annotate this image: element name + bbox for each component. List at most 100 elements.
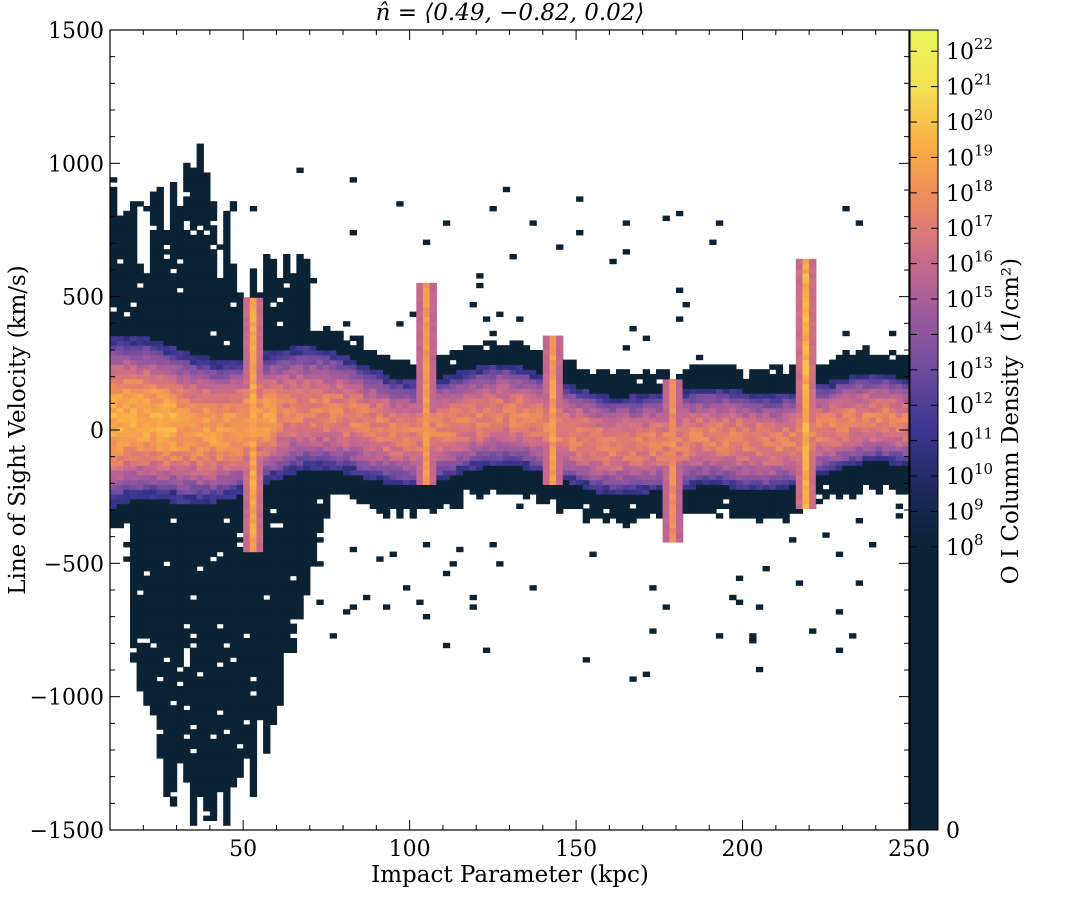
heatmap-cell bbox=[436, 484, 444, 490]
heatmap-cell bbox=[369, 494, 377, 500]
heatmap-cell bbox=[209, 441, 218, 447]
heatmap-cell bbox=[462, 431, 471, 437]
heatmap-cell bbox=[429, 503, 437, 509]
heatmap-cell bbox=[516, 417, 524, 423]
heatmap-cell bbox=[336, 359, 344, 365]
heatmap-cell bbox=[482, 422, 491, 428]
heatmap-cell bbox=[176, 710, 184, 716]
heatmap-cell bbox=[449, 446, 457, 452]
heatmap-cell bbox=[163, 594, 171, 601]
heatmap-cell bbox=[496, 345, 504, 351]
heatmap-cell bbox=[403, 383, 411, 389]
heatmap-cell bbox=[336, 431, 344, 437]
heatmap-cell bbox=[169, 378, 178, 385]
heatmap-cell bbox=[176, 431, 184, 437]
heatmap-cell bbox=[502, 359, 511, 365]
heatmap-cell bbox=[256, 374, 264, 380]
heatmap-cell bbox=[616, 417, 624, 423]
heatmap-cell bbox=[276, 666, 284, 673]
heatmap-cell bbox=[216, 638, 224, 644]
heatmap-cell bbox=[303, 585, 311, 591]
heatmap-cell bbox=[283, 604, 291, 610]
heatmap-cell bbox=[582, 489, 590, 495]
heatmap-cell bbox=[649, 383, 657, 389]
heatmap-cell bbox=[263, 633, 271, 639]
heatmap-cell bbox=[236, 306, 244, 313]
heatmap-cell bbox=[110, 369, 118, 375]
heatmap-cell bbox=[229, 734, 238, 740]
heatmap-cell bbox=[209, 518, 218, 524]
heatmap-cell bbox=[249, 316, 258, 322]
heatmap-cell bbox=[289, 316, 298, 322]
heatmap-cell bbox=[196, 244, 204, 250]
heatmap-cell bbox=[536, 446, 544, 452]
heatmap-cell bbox=[323, 345, 331, 351]
heatmap-cell bbox=[183, 263, 191, 269]
heatmap-cell bbox=[276, 393, 284, 399]
heatmap-cell bbox=[303, 268, 311, 274]
heatmap-cell bbox=[669, 412, 677, 418]
heatmap-cell bbox=[276, 436, 284, 442]
heatmap-cell bbox=[289, 489, 298, 495]
heatmap-cell bbox=[223, 508, 231, 514]
heatmap-cell bbox=[163, 292, 171, 298]
heatmap-cell bbox=[203, 542, 211, 548]
heatmap-cell bbox=[449, 422, 457, 428]
heatmap-cell bbox=[383, 465, 391, 471]
heatmap-cell bbox=[669, 436, 677, 442]
heatmap-cell bbox=[536, 398, 544, 404]
heatmap-cell bbox=[296, 614, 304, 620]
heatmap-cell bbox=[556, 474, 564, 481]
heatmap-cell bbox=[556, 494, 564, 500]
heatmap-cell bbox=[409, 369, 417, 375]
heatmap-cell bbox=[209, 206, 218, 212]
heatmap-cell bbox=[276, 431, 284, 437]
heatmap-cell bbox=[616, 455, 624, 461]
heatmap-cell bbox=[549, 345, 557, 351]
heatmap-cell bbox=[369, 489, 377, 495]
heatmap-cell bbox=[269, 455, 278, 461]
heatmap-cell bbox=[522, 441, 531, 447]
heatmap-cell bbox=[609, 436, 617, 442]
heatmap-cell bbox=[263, 561, 271, 567]
heatmap-cell bbox=[569, 431, 577, 437]
heatmap-cell bbox=[369, 470, 377, 476]
heatmap-cell bbox=[482, 374, 491, 380]
heatmap-cell bbox=[163, 782, 171, 788]
heatmap-cell bbox=[110, 479, 118, 485]
heatmap-cell bbox=[143, 489, 151, 495]
heatmap-cell bbox=[189, 273, 198, 279]
heatmap-cell bbox=[336, 407, 344, 413]
heatmap-cell bbox=[203, 465, 211, 471]
heatmap-cell bbox=[110, 321, 118, 327]
heatmap-cell bbox=[669, 465, 677, 471]
heatmap-cell bbox=[542, 398, 551, 404]
heatmap-cell bbox=[323, 374, 331, 380]
heatmap-cell bbox=[509, 354, 517, 361]
heatmap-cell bbox=[356, 354, 364, 361]
heatmap-cell bbox=[582, 426, 590, 433]
heatmap-cell bbox=[183, 695, 191, 701]
heatmap-cell bbox=[596, 455, 604, 461]
heatmap-cell bbox=[176, 638, 184, 644]
heatmap-cell bbox=[283, 450, 291, 457]
heatmap-cell bbox=[229, 551, 238, 557]
heatmap-cell bbox=[369, 354, 377, 361]
heatmap-cell bbox=[196, 234, 204, 241]
heatmap-cell bbox=[403, 585, 411, 591]
heatmap-cell bbox=[442, 494, 451, 500]
heatmap-cell bbox=[136, 508, 144, 514]
heatmap-cell bbox=[549, 335, 557, 341]
heatmap-cell bbox=[289, 503, 298, 509]
heatmap-cell bbox=[522, 426, 531, 433]
heatmap-cell bbox=[376, 417, 384, 423]
heatmap-cell bbox=[629, 450, 637, 457]
heatmap-cell bbox=[416, 412, 424, 418]
heatmap-cell bbox=[689, 484, 697, 490]
heatmap-cell bbox=[236, 441, 244, 447]
heatmap-cell bbox=[449, 441, 457, 447]
heatmap-cell bbox=[236, 628, 244, 634]
heatmap-cell bbox=[682, 374, 690, 380]
heatmap-cell bbox=[156, 494, 164, 500]
heatmap-cell bbox=[209, 710, 218, 716]
